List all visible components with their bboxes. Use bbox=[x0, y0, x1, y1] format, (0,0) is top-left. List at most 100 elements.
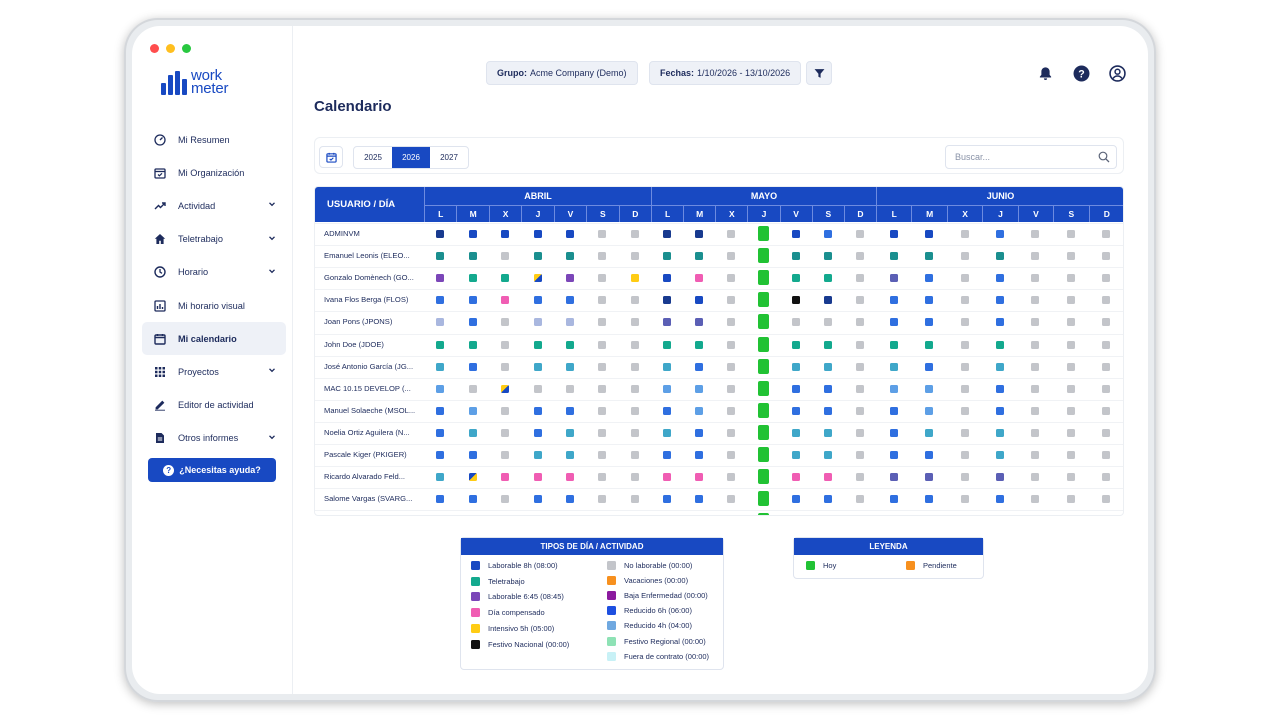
day-cell[interactable] bbox=[791, 230, 800, 238]
day-cell[interactable] bbox=[1102, 230, 1111, 238]
day-cell[interactable] bbox=[855, 252, 864, 261]
day-cell[interactable] bbox=[1031, 318, 1040, 327]
day-cell[interactable] bbox=[598, 340, 607, 349]
day-cell[interactable] bbox=[855, 451, 864, 459]
day-cell[interactable] bbox=[630, 296, 639, 305]
day-cell[interactable] bbox=[533, 451, 542, 459]
day-cell[interactable] bbox=[996, 340, 1004, 349]
day-cell[interactable] bbox=[598, 473, 607, 482]
user-name[interactable]: Noelia Ortiz Aguilera (N... bbox=[324, 427, 410, 437]
today-marker[interactable] bbox=[758, 380, 769, 396]
day-cell[interactable] bbox=[925, 340, 934, 349]
day-cell[interactable] bbox=[727, 274, 736, 283]
day-cell[interactable] bbox=[855, 340, 864, 349]
day-cell[interactable] bbox=[533, 495, 542, 504]
day-cell[interactable] bbox=[823, 495, 832, 504]
day-cell[interactable] bbox=[996, 362, 1004, 371]
day-cell[interactable] bbox=[663, 340, 672, 349]
day-cell[interactable] bbox=[1102, 451, 1111, 459]
day-cell[interactable] bbox=[791, 428, 800, 437]
day-cell[interactable] bbox=[791, 451, 800, 459]
day-cell[interactable] bbox=[889, 495, 898, 504]
sidebar-item-actividad[interactable]: Actividad bbox=[142, 189, 286, 222]
day-cell[interactable] bbox=[695, 230, 704, 238]
chevron-down-icon[interactable] bbox=[268, 366, 276, 376]
today-marker[interactable] bbox=[758, 336, 769, 352]
day-cell[interactable] bbox=[663, 274, 672, 283]
day-cell[interactable] bbox=[855, 318, 864, 327]
day-cell[interactable] bbox=[727, 252, 736, 261]
notifications-button[interactable] bbox=[1036, 64, 1054, 82]
help-button[interactable]: ? ¿Necesitas ayuda? bbox=[148, 458, 276, 482]
day-cell[interactable] bbox=[630, 495, 639, 504]
day-cell[interactable] bbox=[501, 230, 510, 238]
day-cell[interactable] bbox=[855, 274, 864, 283]
day-cell[interactable] bbox=[1102, 473, 1111, 482]
day-cell[interactable] bbox=[501, 451, 510, 459]
day-cell[interactable] bbox=[598, 406, 607, 415]
day-cell[interactable] bbox=[960, 318, 969, 327]
day-cell[interactable] bbox=[889, 318, 898, 327]
day-cell[interactable] bbox=[565, 340, 574, 349]
split-day-cell[interactable] bbox=[468, 473, 477, 482]
day-cell[interactable] bbox=[630, 473, 639, 482]
day-cell[interactable] bbox=[727, 230, 736, 238]
day-cell[interactable] bbox=[791, 406, 800, 415]
day-cell[interactable] bbox=[727, 340, 736, 349]
day-cell[interactable] bbox=[791, 384, 800, 393]
day-cell[interactable] bbox=[436, 318, 445, 327]
day-cell[interactable] bbox=[695, 274, 704, 283]
day-cell[interactable] bbox=[1066, 230, 1075, 238]
user-name[interactable]: Ivana Flos Berga (FLOS) bbox=[324, 295, 409, 305]
day-cell[interactable] bbox=[1102, 406, 1111, 415]
sidebar-item-proyectos[interactable]: Proyectos bbox=[142, 355, 286, 388]
day-cell[interactable] bbox=[925, 428, 934, 437]
day-cell[interactable] bbox=[468, 318, 477, 327]
day-cell[interactable] bbox=[468, 451, 477, 459]
day-cell[interactable] bbox=[695, 296, 704, 305]
day-cell[interactable] bbox=[565, 473, 574, 482]
sidebar-item-mi-horario-visual[interactable]: Mi horario visual bbox=[142, 289, 286, 322]
day-cell[interactable] bbox=[889, 428, 898, 437]
day-cell[interactable] bbox=[1066, 495, 1075, 504]
day-cell[interactable] bbox=[501, 428, 510, 437]
day-cell[interactable] bbox=[996, 428, 1004, 437]
day-cell[interactable] bbox=[727, 451, 736, 459]
day-cell[interactable] bbox=[791, 318, 800, 327]
day-cell[interactable] bbox=[889, 451, 898, 459]
day-cell[interactable] bbox=[565, 296, 574, 305]
day-cell[interactable] bbox=[468, 340, 477, 349]
day-cell[interactable] bbox=[565, 406, 574, 415]
day-cell[interactable] bbox=[960, 406, 969, 415]
day-cell[interactable] bbox=[727, 495, 736, 504]
sidebar-item-teletrabajo[interactable]: Teletrabajo bbox=[142, 223, 286, 256]
day-cell[interactable] bbox=[468, 252, 477, 261]
day-cell[interactable] bbox=[598, 428, 607, 437]
day-cell[interactable] bbox=[565, 274, 574, 283]
split-day-cell[interactable] bbox=[533, 274, 542, 283]
user-name[interactable]: Emanuel Leonis (ELEO... bbox=[324, 251, 410, 261]
user-name[interactable]: Manuel Solaeche (MSOL... bbox=[324, 405, 416, 415]
day-cell[interactable] bbox=[630, 362, 639, 371]
day-cell[interactable] bbox=[791, 296, 800, 305]
day-cell[interactable] bbox=[1066, 296, 1075, 305]
help-center-button[interactable]: ? bbox=[1072, 64, 1090, 82]
day-cell[interactable] bbox=[823, 473, 832, 482]
day-cell[interactable] bbox=[925, 318, 934, 327]
today-marker[interactable] bbox=[758, 424, 769, 440]
day-cell[interactable] bbox=[695, 473, 704, 482]
day-cell[interactable] bbox=[436, 451, 445, 459]
day-cell[interactable] bbox=[1031, 384, 1040, 393]
user-name[interactable]: Salome Vargas (SVARG... bbox=[324, 494, 413, 504]
today-marker[interactable] bbox=[758, 469, 769, 485]
today-marker[interactable] bbox=[758, 513, 769, 515]
today-marker[interactable] bbox=[758, 292, 769, 308]
day-cell[interactable] bbox=[533, 473, 542, 482]
day-cell[interactable] bbox=[663, 428, 672, 437]
minimize-window-dot[interactable] bbox=[166, 44, 175, 53]
day-cell[interactable] bbox=[1066, 274, 1075, 283]
day-cell[interactable] bbox=[565, 428, 574, 437]
day-cell[interactable] bbox=[598, 451, 607, 459]
day-cell[interactable] bbox=[598, 296, 607, 305]
day-cell[interactable] bbox=[695, 451, 704, 459]
